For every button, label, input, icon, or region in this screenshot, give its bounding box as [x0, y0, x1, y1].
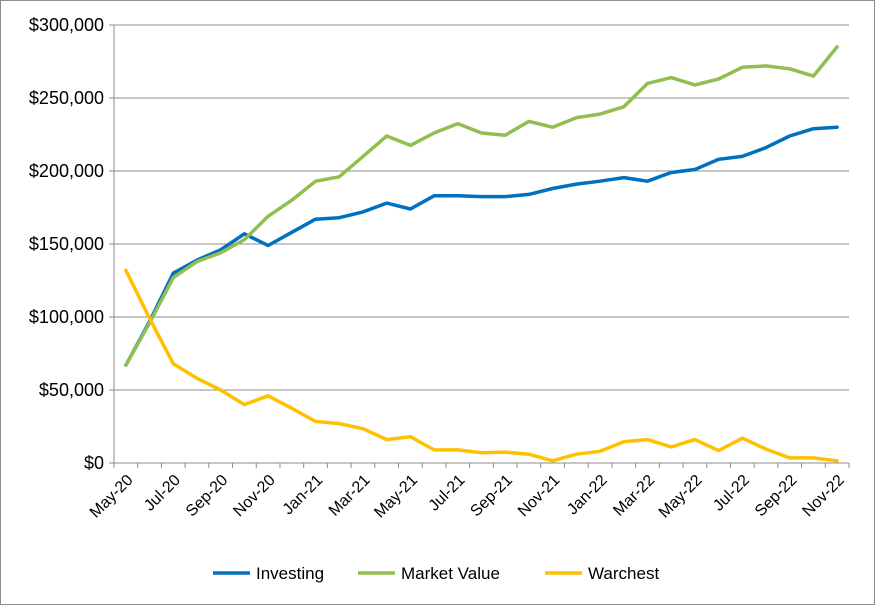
y-tick-label: $0	[84, 453, 104, 473]
x-tick-label: Mar-21	[326, 472, 374, 520]
x-tick-label: Jan-22	[564, 472, 611, 519]
gridlines	[114, 24, 849, 391]
series-line-warchest	[124, 268, 839, 463]
x-tick-label: Jul-21	[426, 472, 469, 515]
legend-label: Warchest	[588, 564, 659, 583]
x-tick-label: Jan-21	[280, 472, 327, 519]
legend-label: Investing	[256, 564, 324, 583]
y-tick-label: $150,000	[29, 234, 104, 254]
x-tick-label: May-20	[87, 472, 137, 522]
y-tick-label: $300,000	[29, 15, 104, 35]
x-tick-label: Nov-22	[799, 472, 848, 521]
x-tick-label: Sep-21	[467, 472, 516, 521]
series-line-market-value	[124, 45, 839, 367]
x-tick-label: Sep-20	[183, 472, 232, 521]
y-tick-label: $250,000	[29, 88, 104, 108]
legend-label: Market Value	[401, 564, 500, 583]
x-tick-label: Nov-20	[230, 472, 279, 521]
y-tick-label: $200,000	[29, 161, 104, 181]
x-tick-label: Nov-21	[515, 472, 564, 521]
x-tick-label: Jul-22	[710, 472, 753, 515]
x-tick-label: Mar-22	[610, 472, 658, 520]
x-tick-label: May-22	[656, 472, 706, 522]
y-axis-ticks: $0 $50,000 $100,000 $150,000 $200,000 $250,00…	[29, 15, 114, 473]
x-tick-label: May-21	[371, 472, 421, 522]
x-tick-label: Jul-20	[141, 472, 184, 515]
series-line-investing	[124, 125, 839, 367]
y-tick-label: $100,000	[29, 307, 104, 327]
x-tick-label: Sep-22	[752, 472, 801, 521]
legend: Investing Market Value Warchest	[213, 564, 659, 583]
series-lines	[124, 45, 839, 463]
y-tick-label: $50,000	[39, 380, 104, 400]
